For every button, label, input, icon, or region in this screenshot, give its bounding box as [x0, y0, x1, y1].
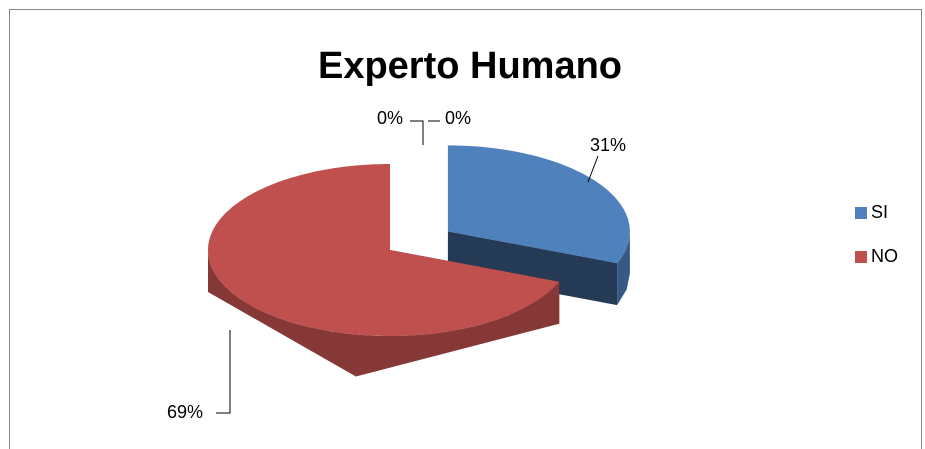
legend: SI NO	[855, 202, 898, 266]
leader-line	[587, 155, 599, 183]
slice	[447, 145, 630, 264]
chart-title: Experto Humano	[318, 45, 622, 87]
data-label: 0%	[445, 108, 471, 128]
data-label: 31%	[590, 135, 626, 155]
leader-line	[410, 120, 424, 145]
slice-side	[447, 231, 618, 306]
legend-label: NO	[871, 246, 898, 266]
labels: 31% 69% 0% 0%	[167, 108, 626, 422]
legend-swatch	[855, 251, 867, 263]
legend-label: SI	[871, 202, 888, 222]
slice-side	[617, 231, 630, 306]
slice	[208, 164, 560, 336]
slice-side	[208, 250, 560, 377]
leader-line	[216, 330, 231, 414]
legend-swatch	[855, 207, 867, 219]
data-label: 69%	[167, 402, 203, 422]
pie	[208, 145, 630, 377]
data-label: 0%	[377, 108, 403, 128]
